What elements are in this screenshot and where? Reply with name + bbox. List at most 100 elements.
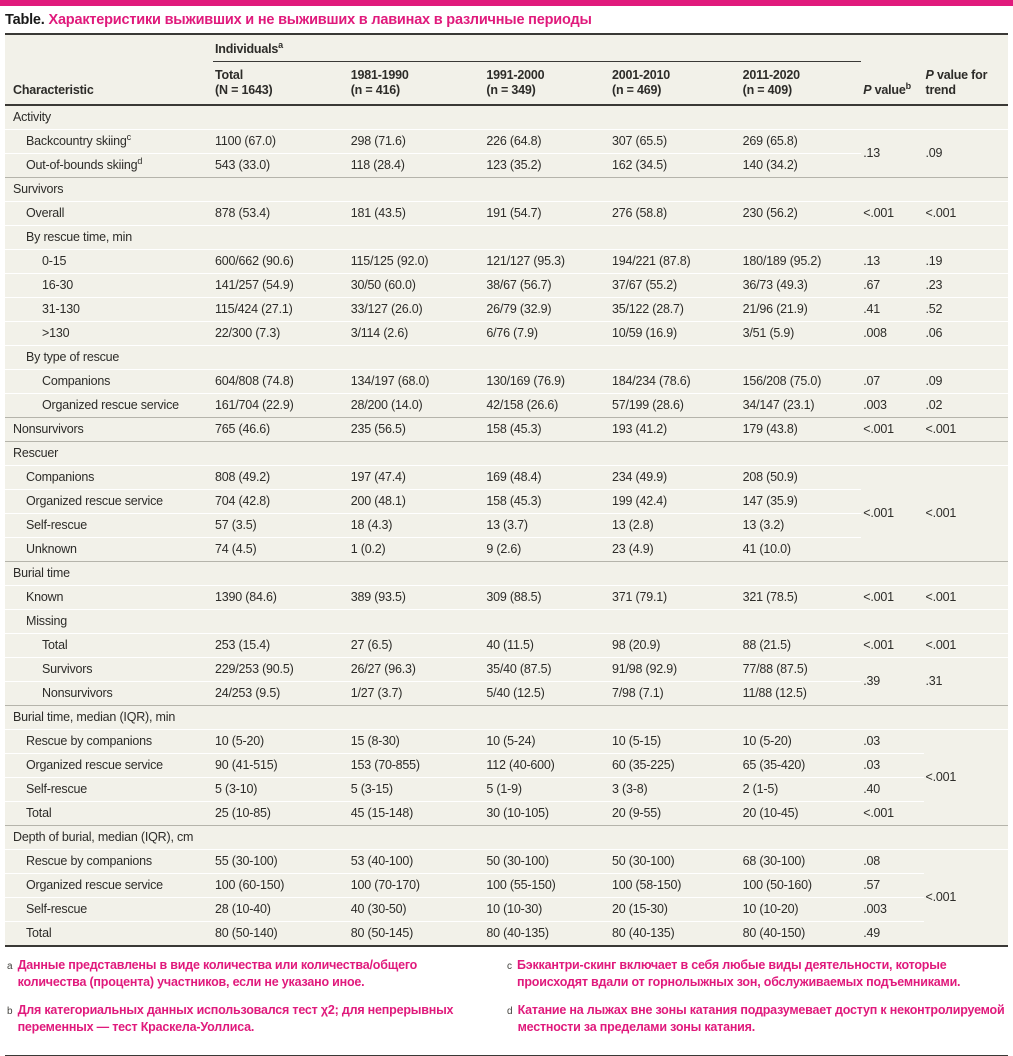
cell-value: 50 (30-100) <box>610 849 741 874</box>
p-trend-cell: .19 <box>923 249 1008 274</box>
table-title-prefix: Table. <box>5 12 45 28</box>
cell-value: 80 (40-135) <box>610 921 741 946</box>
row-label: Organized rescue service <box>5 489 214 514</box>
p-value-cell: .41 <box>861 297 924 322</box>
section-header-row: By type of rescue <box>5 345 1008 370</box>
cell-value: 604/808 (74.8) <box>213 369 349 394</box>
cell-value: 808 (49.2) <box>213 465 349 490</box>
header-p-value: P valueb <box>861 35 924 105</box>
cell-value: 30 (10-105) <box>484 801 610 826</box>
cell-value: 1100 (67.0) <box>213 129 349 154</box>
cell-value: 161/704 (22.9) <box>213 393 349 418</box>
cell-value: 34/147 (23.1) <box>740 393 862 418</box>
p-value-cell: .40 <box>861 777 924 802</box>
cell-value: 181 (43.5) <box>348 201 485 226</box>
table-row: Self-rescue 5 (3-10) 5 (3-15) 5 (1-9) 3 (3-8… <box>5 777 1008 802</box>
cell-value: 55 (30-100) <box>213 849 349 874</box>
cell-value: 193 (41.2) <box>610 417 741 442</box>
cell-value: 23 (4.9) <box>610 537 741 562</box>
p-trend-cell: .52 <box>923 297 1008 322</box>
table-row: Self-rescue 57 (3.5) 18 (4.3) 13 (3.7) 13 (2… <box>5 513 1008 538</box>
cell-value: 158 (45.3) <box>484 417 610 442</box>
section-header-row: Depth of burial, median (IQR), cm <box>5 825 1008 850</box>
header-group-individuals: Individualsa <box>213 35 862 62</box>
row-label: Total <box>5 801 214 826</box>
cell-value: 50 (30-100) <box>484 849 610 874</box>
table-row: Organized rescue service 161/704 (22.9) 28… <box>5 393 1008 418</box>
table-row: Organized rescue service 90 (41-515) 153 (… <box>5 753 1008 778</box>
cell-value: 40 (11.5) <box>484 633 610 658</box>
footnote-b: b Для категориальных данных использовалс… <box>7 1002 469 1036</box>
cell-value: 74 (4.5) <box>213 537 349 562</box>
cell-value: 80 (40-150) <box>740 921 862 946</box>
cell-value: 28/200 (14.0) <box>348 393 485 418</box>
table-body: Activity Backcountry skiingc 1100 (67.0) 29… <box>5 104 1008 946</box>
cell-value: 20 (9-55) <box>610 801 741 826</box>
footnote-marker: a <box>7 961 13 972</box>
footnote-a: a Данные представлены в виде количества … <box>7 957 469 991</box>
cell-value: 65 (35-420) <box>740 753 862 778</box>
footnote-d: d Катание на лыжах вне зоны катания подр… <box>507 1002 1006 1036</box>
cell-value: 100 (58-150) <box>610 873 741 898</box>
cell-value: 98 (20.9) <box>610 633 741 658</box>
cell-value: 321 (78.5) <box>740 585 862 610</box>
cell-value: 1 (0.2) <box>348 537 485 562</box>
cell-value: 25 (10-85) <box>213 801 349 826</box>
cell-value: 15 (8-30) <box>348 729 485 754</box>
cell-value: 230 (56.2) <box>740 201 862 226</box>
table-row: Total 253 (15.4) 27 (6.5) 40 (11.5) 98 (20.9… <box>5 633 1008 658</box>
cell-value: 20 (15-30) <box>610 897 741 922</box>
row-label: Rescuer <box>5 441 1008 466</box>
title-divider <box>5 33 1008 35</box>
cell-value: 26/27 (96.3) <box>348 657 485 682</box>
cell-value: 169 (48.4) <box>484 465 610 490</box>
table-row: Rescue by companions 10 (5-20) 15 (8-30) 10… <box>5 729 1008 826</box>
row-label: Companions <box>5 369 214 394</box>
cell-value: 5/40 (12.5) <box>484 681 610 706</box>
table-row: Backcountry skiingc 1100 (67.0) 298 (71.6)… <box>5 129 1008 178</box>
cell-value: 235 (56.5) <box>348 417 485 442</box>
cell-value: 878 (53.4) <box>213 201 349 226</box>
p-value-cell: .67 <box>861 273 924 298</box>
cell-value: 3 (3-8) <box>610 777 741 802</box>
row-label: Unknown <box>5 537 214 562</box>
cell-value: 26/79 (32.9) <box>484 297 610 322</box>
cell-value: 3/114 (2.6) <box>348 321 485 346</box>
header-col-total: Total (N = 1643) <box>213 61 349 105</box>
p-trend-cell: .23 <box>923 273 1008 298</box>
p-trend-cell: .31 <box>923 657 1008 706</box>
cell-value: 80 (50-145) <box>348 921 485 946</box>
row-label: By rescue time, min <box>5 225 1008 250</box>
cell-value: 389 (93.5) <box>348 585 485 610</box>
row-label: Overall <box>5 201 214 226</box>
p-value-cell: .003 <box>861 393 924 418</box>
cell-value: 704 (42.8) <box>213 489 349 514</box>
row-label: Nonsurvivors <box>5 417 214 442</box>
footnotes-right-column: c Бэккантри-скинг включает в себя любые … <box>507 957 1006 1047</box>
section-header-row: By rescue time, min <box>5 225 1008 250</box>
cell-value: 156/208 (75.0) <box>740 369 862 394</box>
cell-value: 7/98 (7.1) <box>610 681 741 706</box>
p-value-cell: <.001 <box>861 801 924 826</box>
characteristics-table: Characteristic Individualsa P valueb P v… <box>5 35 1008 947</box>
cell-value: 191 (54.7) <box>484 201 610 226</box>
table-row: Survivors 229/253 (90.5) 26/27 (96.3) 35/40… <box>5 657 1008 706</box>
table-row: >130 22/300 (7.3) 3/114 (2.6) 6/76 (7.9) 10/… <box>5 321 1008 346</box>
cell-value: 123 (35.2) <box>484 153 610 178</box>
row-label: Self-rescue <box>5 513 214 538</box>
p-trend-cell: <.001 <box>923 465 1008 562</box>
cell-value: 13 (2.8) <box>610 513 741 538</box>
cell-value: 42/158 (26.6) <box>484 393 610 418</box>
p-trend-cell: .02 <box>923 393 1008 418</box>
header-p-trend: P value for trend <box>923 35 1008 105</box>
cell-value: 158 (45.3) <box>484 489 610 514</box>
p-value-cell: .07 <box>861 369 924 394</box>
cell-value: 100 (60-150) <box>213 873 349 898</box>
table-header: Characteristic Individualsa P valueb P v… <box>5 35 1008 105</box>
table-title: Table. Характеристики выживших и не выжи… <box>5 6 1008 33</box>
cell-value: 57 (3.5) <box>213 513 349 538</box>
table-row: Nonsurvivors 765 (46.6) 235 (56.5) 158 (45.… <box>5 417 1008 442</box>
row-label: Burial time, median (IQR), min <box>5 705 1008 730</box>
cell-value: 68 (30-100) <box>740 849 862 874</box>
table-title-text: Характеристики выживших и не выживших в … <box>48 12 592 28</box>
